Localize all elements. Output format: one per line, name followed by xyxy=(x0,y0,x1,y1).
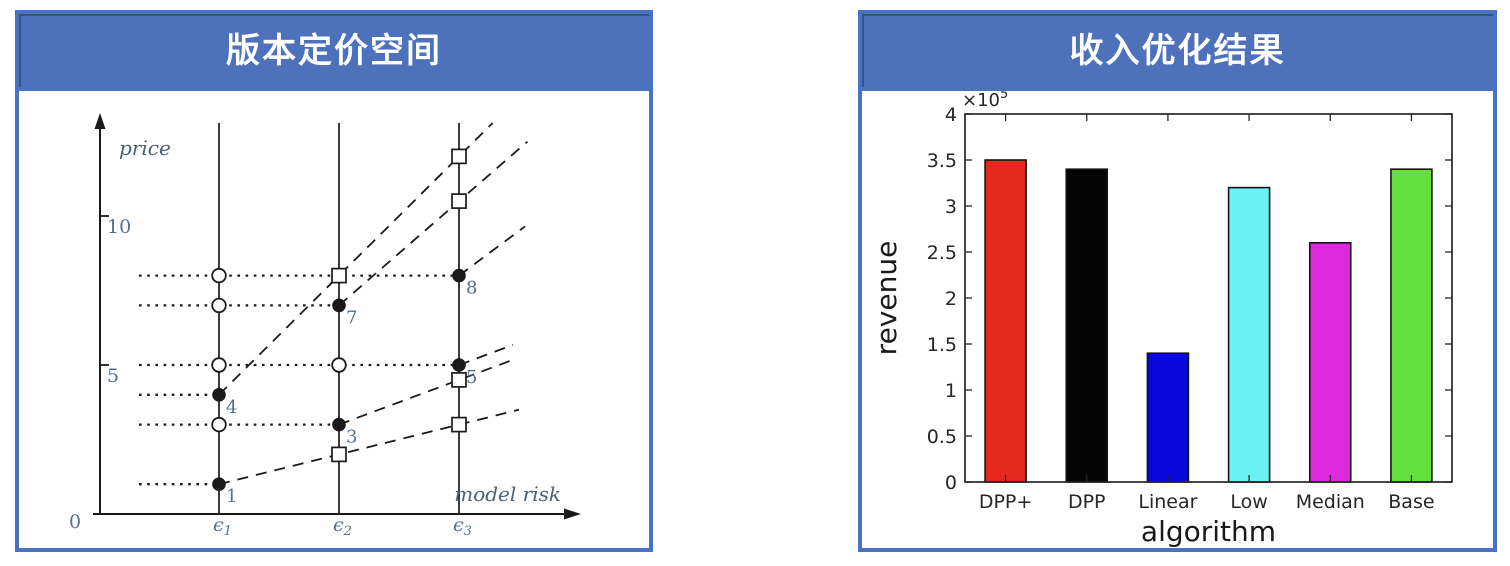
xlabel-model-risk: model risk xyxy=(454,482,561,506)
y-tick-label-0: 0 xyxy=(945,472,957,494)
bar-Linear xyxy=(1146,352,1190,483)
x-tick-label-epsilon-3: ϵ3 xyxy=(453,514,472,539)
open-square-marker xyxy=(451,416,467,433)
open-square-marker xyxy=(451,372,467,388)
dashed-pricing-line xyxy=(338,358,514,426)
revenue-title: 收入优化结果 xyxy=(1069,30,1286,71)
revenue-body: 0 0.5 1 1.5 2 2.5 3 3.5 4 DPP+ DPP Linear Low Median B… xyxy=(862,91,1493,548)
filled-point-7 xyxy=(332,298,346,313)
open-circle-marker xyxy=(211,416,227,433)
point-label-1: 1 xyxy=(226,486,237,507)
pricing-space-title: 版本定价空间 xyxy=(226,30,442,71)
x-tick-label-Base: Base xyxy=(1388,491,1434,513)
y-tick-label-2: 2 xyxy=(945,288,957,310)
point-label-7: 7 xyxy=(346,307,357,328)
x-tick-label-Linear: Linear xyxy=(1138,491,1197,513)
bar-Low xyxy=(1227,186,1271,483)
dashed-pricing-line xyxy=(458,344,514,366)
y-axis-multiplier: ×105 xyxy=(962,91,1008,111)
open-square-marker xyxy=(331,267,347,284)
open-square-marker xyxy=(451,193,467,209)
revenue-header: 收入优化结果 xyxy=(862,14,1493,91)
y-tick-label-2.5: 2.5 xyxy=(927,242,957,264)
model-risk-axis-arrow xyxy=(564,508,581,520)
open-circle-marker xyxy=(211,297,227,314)
open-circle-marker xyxy=(211,267,227,284)
filled-point-8 xyxy=(452,268,466,283)
price-axis-arrow xyxy=(94,113,106,129)
open-circle-marker xyxy=(211,357,227,373)
pricing-space-panel: 版本定价空间 5 10 0 ϵ1 ϵ2 ϵ3 price model risk 1 4 3 7 5 8 xyxy=(15,10,653,552)
filled-point-1 xyxy=(212,477,226,492)
pricing-space-header: 版本定价空间 xyxy=(19,14,649,91)
dashed-pricing-line xyxy=(218,122,494,396)
point-label-3: 3 xyxy=(346,427,357,448)
pricing-space-body: 5 10 0 ϵ1 ϵ2 ϵ3 price model risk 1 4 3 7 5 8 xyxy=(19,91,649,548)
y-tick-label-3: 3 xyxy=(945,196,957,218)
bar-Base xyxy=(1390,168,1433,483)
filled-point-4 xyxy=(212,388,226,402)
x-tick-label-DPP: DPP xyxy=(1068,491,1106,513)
x-tick-label-Median: Median xyxy=(1296,491,1365,513)
xlabel-algorithm: algorithm xyxy=(1141,515,1276,548)
y-tick-label-1.5: 1.5 xyxy=(927,334,957,356)
y-tick-label-1: 1 xyxy=(945,380,957,402)
x-tick-label-epsilon-2: ϵ2 xyxy=(333,514,352,539)
dashed-pricing-line xyxy=(218,408,520,486)
filled-point-5 xyxy=(452,358,466,372)
dashed-pricing-line xyxy=(458,225,526,277)
bar-DPP+ xyxy=(984,159,1027,483)
x-tick-label-DPP+: DPP+ xyxy=(979,491,1032,513)
x-tick-label-epsilon-1: ϵ1 xyxy=(213,514,232,539)
revenue-bar-chart: 0 0.5 1 1.5 2 2.5 3 3.5 4 DPP+ DPP Linear Low Median B… xyxy=(870,91,1453,548)
dashed-pricing-line xyxy=(338,140,528,307)
x-tick-label-Low: Low xyxy=(1230,491,1267,513)
y-tick-label-4: 4 xyxy=(945,104,957,126)
open-square-marker xyxy=(331,446,347,463)
point-label-8: 8 xyxy=(466,278,477,299)
price-tick-label-5: 5 xyxy=(107,365,119,387)
point-label-4: 4 xyxy=(226,397,237,418)
point-label-5: 5 xyxy=(466,367,477,388)
origin-label: 0 xyxy=(69,511,81,533)
plot-box xyxy=(964,113,1453,483)
price-tick-label-10: 10 xyxy=(107,216,131,238)
ylabel-price: price xyxy=(119,136,171,160)
bar-Median xyxy=(1308,242,1352,483)
pricing-space-diagram: 5 10 0 ϵ1 ϵ2 ϵ3 price model risk 1 4 3 7 5 8 xyxy=(69,113,581,539)
revenue-panel: 收入优化结果 0 0.5 1 1.5 2 2.5 3 3.5 4 DPP+ DPP Linear Low… xyxy=(858,10,1497,552)
filled-point-3 xyxy=(332,417,346,432)
y-tick-label-3.5: 3.5 xyxy=(927,150,957,172)
bar-DPP xyxy=(1065,168,1109,483)
open-square-marker xyxy=(451,148,467,165)
open-circle-marker xyxy=(331,357,347,373)
ylabel-revenue: revenue xyxy=(870,241,903,356)
y-tick-label-0.5: 0.5 xyxy=(927,426,957,448)
